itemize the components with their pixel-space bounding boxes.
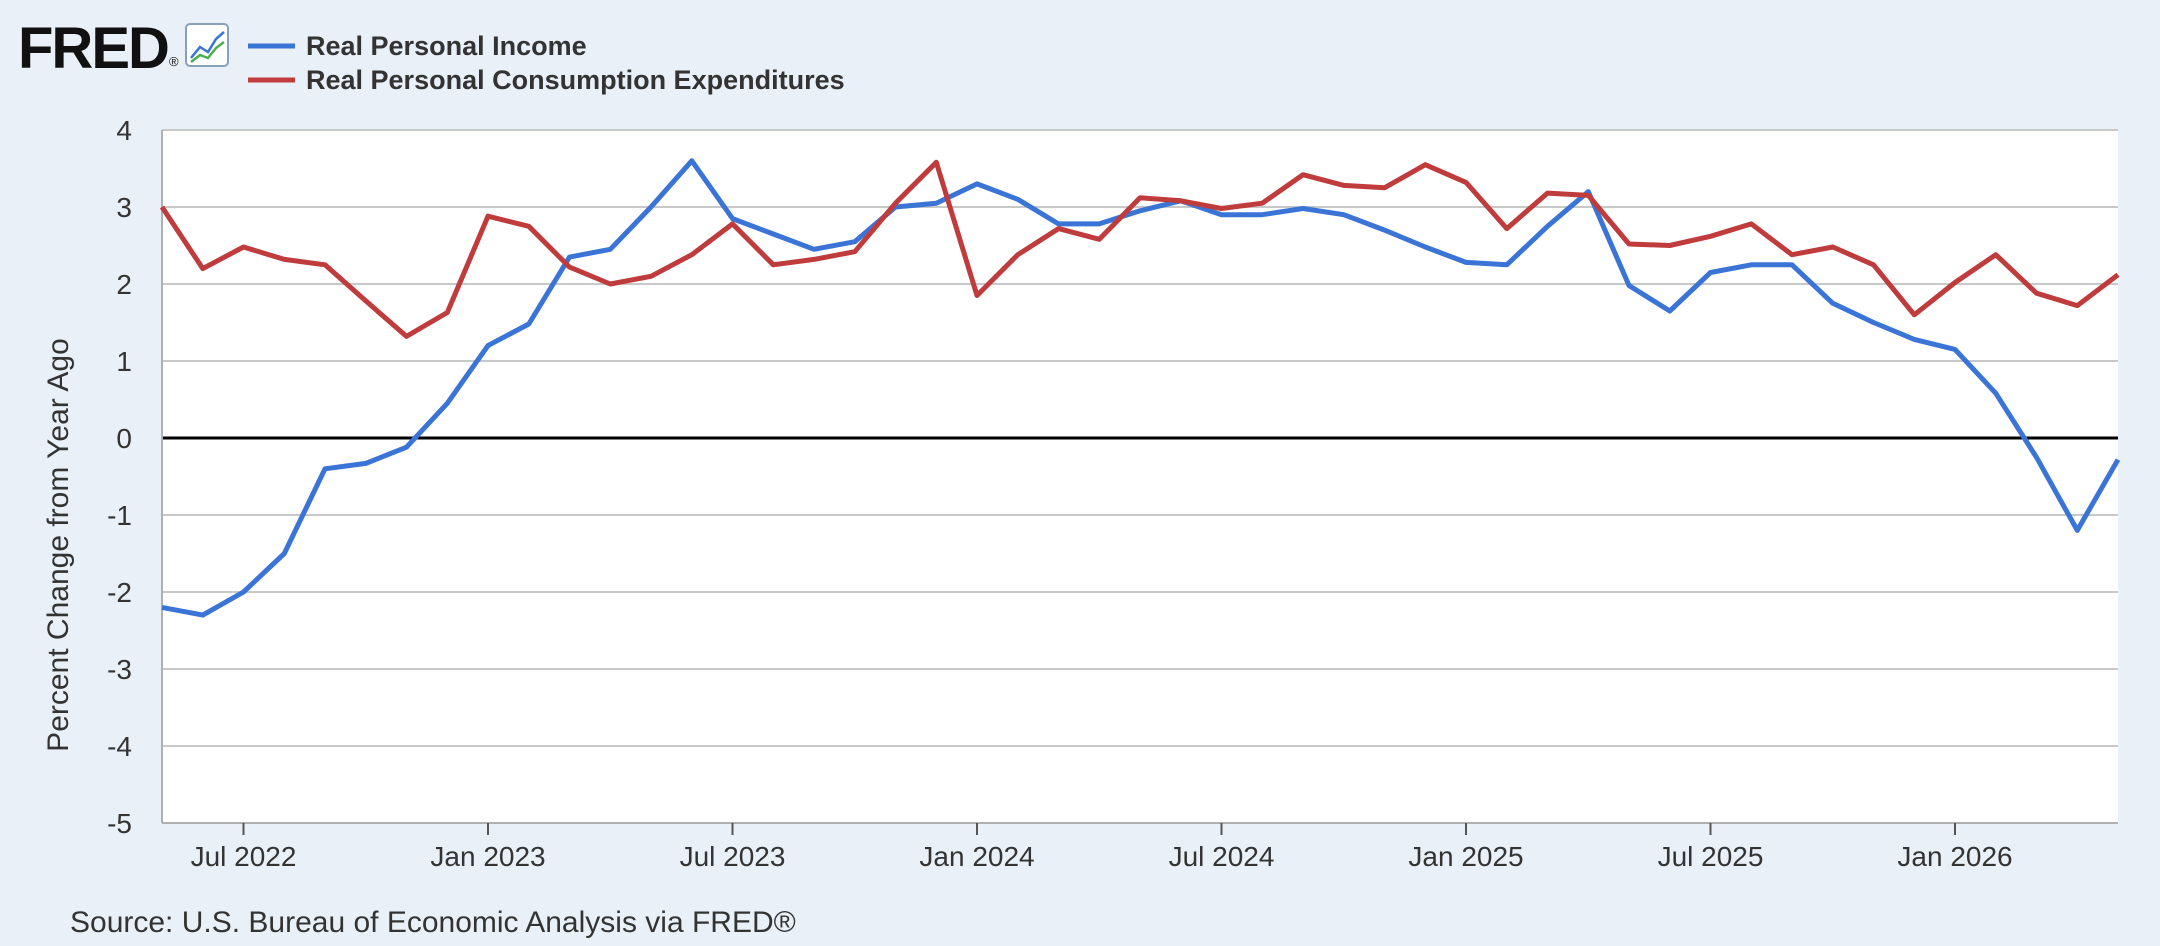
fred-logo[interactable]: FRED	[18, 16, 170, 81]
grid	[161, 129, 2118, 824]
x-tick-label: Jan 2026	[1897, 841, 2012, 872]
y-axis-label: Percent Change from Year Ago	[42, 338, 75, 752]
plot-area	[162, 130, 2118, 823]
source-note: Source: U.S. Bureau of Economic Analysis…	[70, 906, 796, 939]
y-tick-label: -1	[107, 500, 132, 531]
legend: Real Personal Income Real Personal Consu…	[248, 31, 845, 95]
y-tick-label: 4	[116, 115, 132, 146]
y-axis-ticks: 4 3 2 1 0 -1 -2 -3 -4 -5	[107, 115, 132, 839]
legend-label-income: Real Personal Income	[306, 31, 587, 61]
series-line-consumption	[159, 159, 2120, 339]
x-tick-label: Jul 2022	[191, 841, 297, 872]
x-tick-label: Jan 2024	[919, 841, 1034, 872]
y-tick-label: 0	[116, 423, 132, 454]
line-chart-icon[interactable]	[185, 23, 229, 67]
y-tick-label: -4	[107, 731, 132, 762]
fred-logo-registered-mark: ®	[169, 54, 179, 69]
x-tick-label: Jan 2023	[430, 841, 545, 872]
x-tick-label: Jul 2025	[1658, 841, 1764, 872]
series-line-income	[161, 158, 2121, 618]
y-tick-label: 2	[116, 269, 132, 300]
x-tick-label: Jul 2024	[1169, 841, 1275, 872]
y-tick-label: 3	[116, 192, 132, 223]
x-tick-label: Jan 2025	[1408, 841, 1523, 872]
y-tick-label: -3	[107, 654, 132, 685]
y-tick-label: 1	[116, 346, 132, 377]
x-axis-ticks: Jul 2022 Jan 2023 Jul 2023 Jan 2024 Jul 2024…	[191, 823, 2013, 872]
series-lines	[159, 158, 2121, 618]
y-tick-label: -5	[107, 808, 132, 839]
y-tick-label: -2	[107, 577, 132, 608]
legend-label-consumption: Real Personal Consumption Expenditures	[306, 65, 845, 95]
x-tick-label: Jul 2023	[680, 841, 786, 872]
